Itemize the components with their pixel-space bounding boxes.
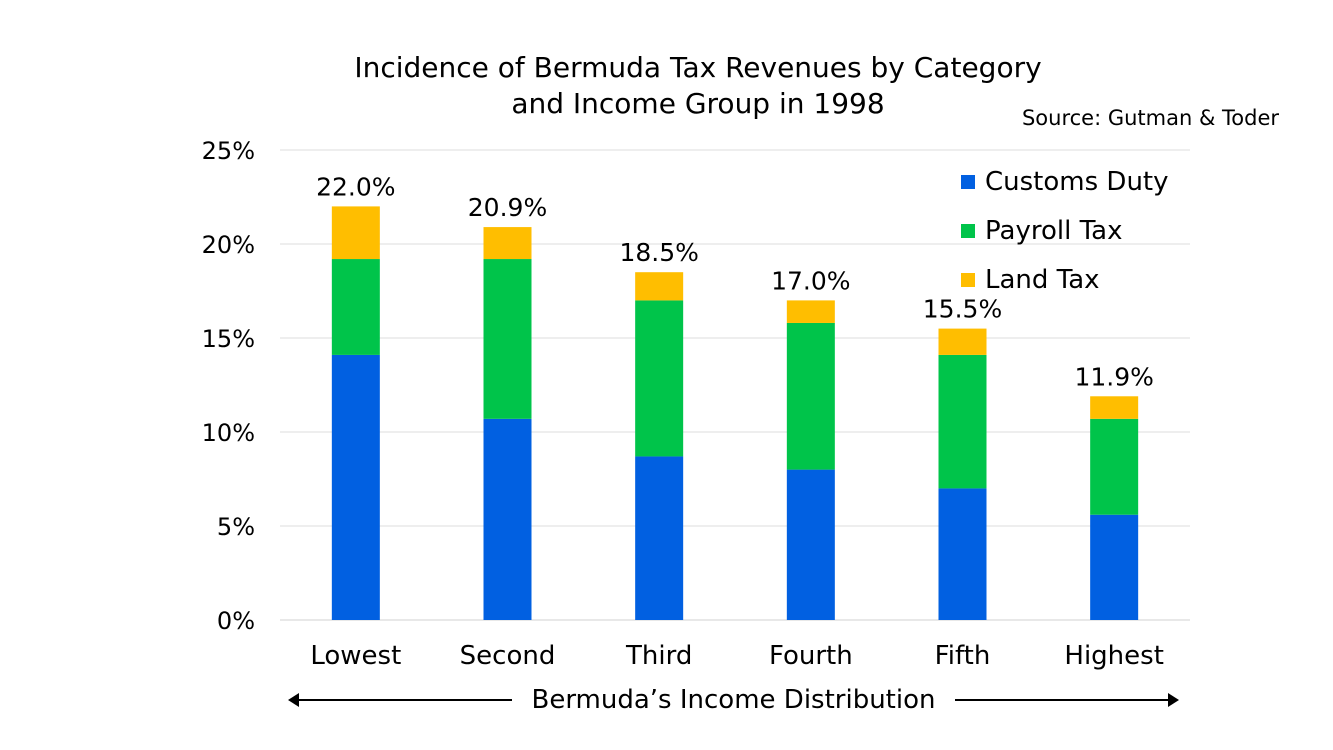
bar-segment-payroll-tax bbox=[331, 259, 380, 355]
legend-swatch-payroll-tax bbox=[961, 223, 975, 238]
x-axis-caption: Bermuda’s Income Distribution bbox=[280, 682, 1187, 718]
x-tick-label: Third bbox=[625, 641, 692, 671]
legend-item-land-tax: Land Tax bbox=[961, 255, 1169, 304]
data-label-total: 15.5% bbox=[923, 295, 1002, 324]
chart-title-line-1: Incidence of Bermuda Tax Revenues by Cat… bbox=[354, 51, 1042, 84]
x-axis-label: Bermuda’s Income Distribution bbox=[531, 685, 936, 715]
bar-segment-land-tax bbox=[786, 300, 835, 323]
bar-segment-customs-duty bbox=[786, 469, 835, 620]
left-arrow-icon bbox=[288, 693, 512, 707]
bar-segment-payroll-tax bbox=[483, 259, 532, 419]
bar-segment-customs-duty bbox=[635, 456, 684, 620]
legend-swatch-land-tax bbox=[961, 272, 975, 287]
bar-segment-customs-duty bbox=[938, 488, 987, 620]
x-tick-label: Highest bbox=[1064, 641, 1164, 671]
y-tick-label: 10% bbox=[202, 419, 255, 447]
x-tick-label: Fourth bbox=[769, 641, 853, 671]
x-tick-label: Lowest bbox=[310, 641, 401, 671]
chart-title: Incidence of Bermuda Tax Revenues by Cat… bbox=[300, 50, 1096, 122]
chart-title-line-2: and Income Group in 1998 bbox=[511, 87, 885, 120]
bar-segment-customs-duty bbox=[1090, 514, 1139, 620]
data-label-total: 22.0% bbox=[316, 172, 395, 201]
bars: 22.0% 20.9% 18.5% 17.0% 15.5% 11.9% bbox=[316, 172, 1154, 620]
bar-segment-customs-duty bbox=[331, 354, 380, 620]
data-label-total: 20.9% bbox=[468, 193, 547, 222]
bar-segment-land-tax bbox=[331, 206, 380, 260]
y-tick-label: 0% bbox=[217, 607, 255, 635]
x-tick-label: Second bbox=[460, 641, 556, 671]
data-label-total: 18.5% bbox=[619, 238, 698, 267]
y-tick-label: 20% bbox=[202, 231, 255, 259]
source-note: Source: Gutman & Toder bbox=[1021, 106, 1279, 130]
bar-segment-land-tax bbox=[483, 227, 532, 260]
x-axis-ticks: Lowest Second Third Fourth Fifth Highest bbox=[310, 641, 1164, 671]
legend-label-land-tax: Land Tax bbox=[985, 264, 1100, 295]
legend-item-customs-duty: Customs Duty bbox=[961, 157, 1169, 206]
bar-segment-payroll-tax bbox=[635, 300, 684, 457]
legend-swatch-customs-duty bbox=[961, 174, 975, 189]
gridlines bbox=[280, 149, 1190, 621]
bar-segment-land-tax bbox=[1090, 396, 1139, 419]
bar-segment-customs-duty bbox=[483, 418, 532, 620]
y-tick-label: 25% bbox=[202, 137, 255, 165]
bar-segment-payroll-tax bbox=[938, 354, 987, 489]
x-tick-label: Fifth bbox=[935, 641, 991, 671]
legend-label-customs-duty: Customs Duty bbox=[985, 166, 1169, 197]
right-arrow-icon bbox=[955, 693, 1179, 707]
y-tick-label: 5% bbox=[217, 513, 255, 541]
bar-segment-payroll-tax bbox=[1090, 418, 1139, 515]
bar-segment-payroll-tax bbox=[786, 322, 835, 470]
legend: Customs Duty Payroll Tax Land Tax bbox=[961, 157, 1169, 304]
y-axis-ticks: 0% 5% 10% 15% 20% 25% bbox=[202, 137, 255, 635]
legend-item-payroll-tax: Payroll Tax bbox=[961, 206, 1169, 255]
bar-segment-land-tax bbox=[938, 328, 987, 355]
data-label-total: 11.9% bbox=[1074, 362, 1153, 391]
data-label-total: 17.0% bbox=[771, 266, 850, 295]
legend-label-payroll-tax: Payroll Tax bbox=[985, 215, 1123, 246]
bar-segment-land-tax bbox=[635, 272, 684, 301]
y-tick-label: 15% bbox=[202, 325, 255, 353]
